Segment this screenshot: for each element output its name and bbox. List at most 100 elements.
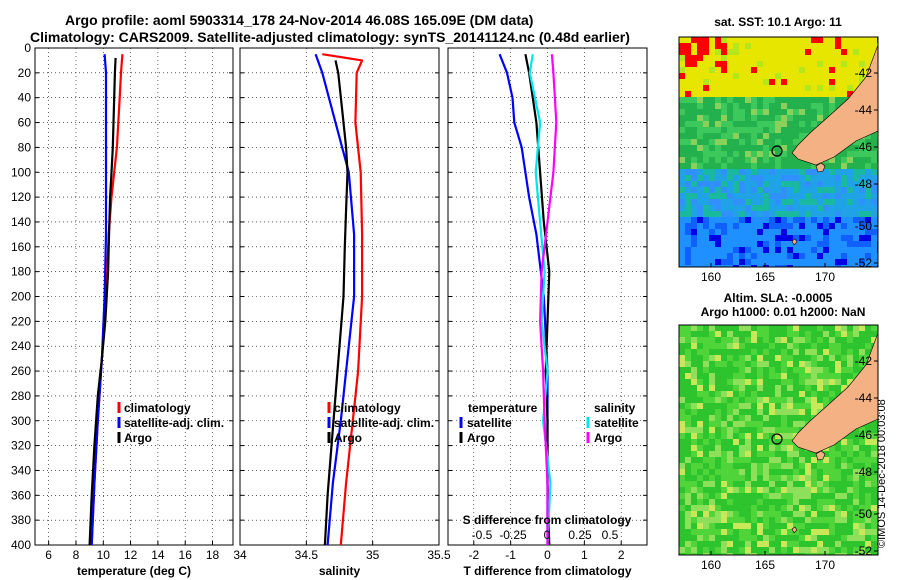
map-cell [733,187,739,193]
map-cell [727,223,733,229]
map-cell [721,133,727,139]
map-cell [727,445,733,451]
map-cell [691,175,697,181]
map-cell [727,487,733,493]
map-cell [781,493,787,499]
map-cell [829,337,835,343]
map-cell [721,535,727,541]
map-cell [679,181,685,187]
map-cell [769,115,775,121]
map-cell [733,355,739,361]
map-cell [775,265,781,267]
map-cell [697,97,703,103]
map-cell [685,223,691,229]
map-cell [787,505,793,511]
map-cell [727,409,733,415]
map-cell [679,505,685,511]
map-cell [727,517,733,523]
map-cell [757,85,763,91]
map-cell [829,223,835,229]
map-cell [715,103,721,109]
map-cell [769,337,775,343]
map-cell [787,49,793,55]
map-cell [847,451,853,457]
map-cell [829,157,835,163]
map-cell [829,187,835,193]
map-cell [799,187,805,193]
map-cell [871,517,877,523]
map-cell [763,541,769,547]
map-cell [709,139,715,145]
map-cell [841,463,847,469]
map-cell [847,205,853,211]
map-cell [853,49,859,55]
map-cell [721,505,727,511]
map-cell [703,79,709,85]
map-cell [697,367,703,373]
map-cell [757,343,763,349]
map-cell [775,61,781,67]
map-cell [757,361,763,367]
map-cell [835,451,841,457]
map-cell [793,241,799,247]
map-cell [721,211,727,217]
map-cell [835,235,841,241]
map-cell [841,217,847,223]
map-cell [691,433,697,439]
map-cell [679,109,685,115]
map-cell [847,49,853,55]
map-cell [775,157,781,163]
map-cell [745,91,751,97]
map-cell [739,187,745,193]
map-cell [787,253,793,259]
map-cell [691,385,697,391]
map-cell [871,163,877,169]
salinity-argo-line [539,54,558,545]
map-cell [739,547,745,553]
map-cell [763,367,769,373]
map-cell [709,157,715,163]
map-cell [697,145,703,151]
map-cell [769,139,775,145]
map-cell [715,415,721,421]
map-cell [805,85,811,91]
map-cell [859,331,865,337]
map-cell [685,331,691,337]
map-cell [679,499,685,505]
map-cell [865,493,871,499]
map-cell [721,103,727,109]
map-cell [847,85,853,91]
map-cell [859,253,865,259]
lat-tick-label: -50 [855,507,873,521]
lon-tick-label: 160 [701,558,721,572]
map-cell [727,421,733,427]
map-cell [799,49,805,55]
map-cell [823,517,829,523]
map-cell [793,325,799,331]
map-cell [841,523,847,529]
map-cell [823,187,829,193]
map-cell [805,199,811,205]
map-cell [769,223,775,229]
map-cell [697,223,703,229]
map-cell [685,433,691,439]
map-cell [835,535,841,541]
map-cell [787,379,793,385]
map-cell [679,193,685,199]
map-cell [727,385,733,391]
map-cell [739,169,745,175]
map-cell [823,175,829,181]
map-cell [697,547,703,553]
map-cell [787,79,793,85]
map-cell [829,175,835,181]
map-cell [757,415,763,421]
map-cell [751,175,757,181]
map-cell [835,511,841,517]
map-cell [721,121,727,127]
map-cell [691,523,697,529]
map-cell [703,529,709,535]
map-cell [871,253,877,259]
map-cell [805,373,811,379]
map-cell [847,337,853,343]
map-cell [703,67,709,73]
